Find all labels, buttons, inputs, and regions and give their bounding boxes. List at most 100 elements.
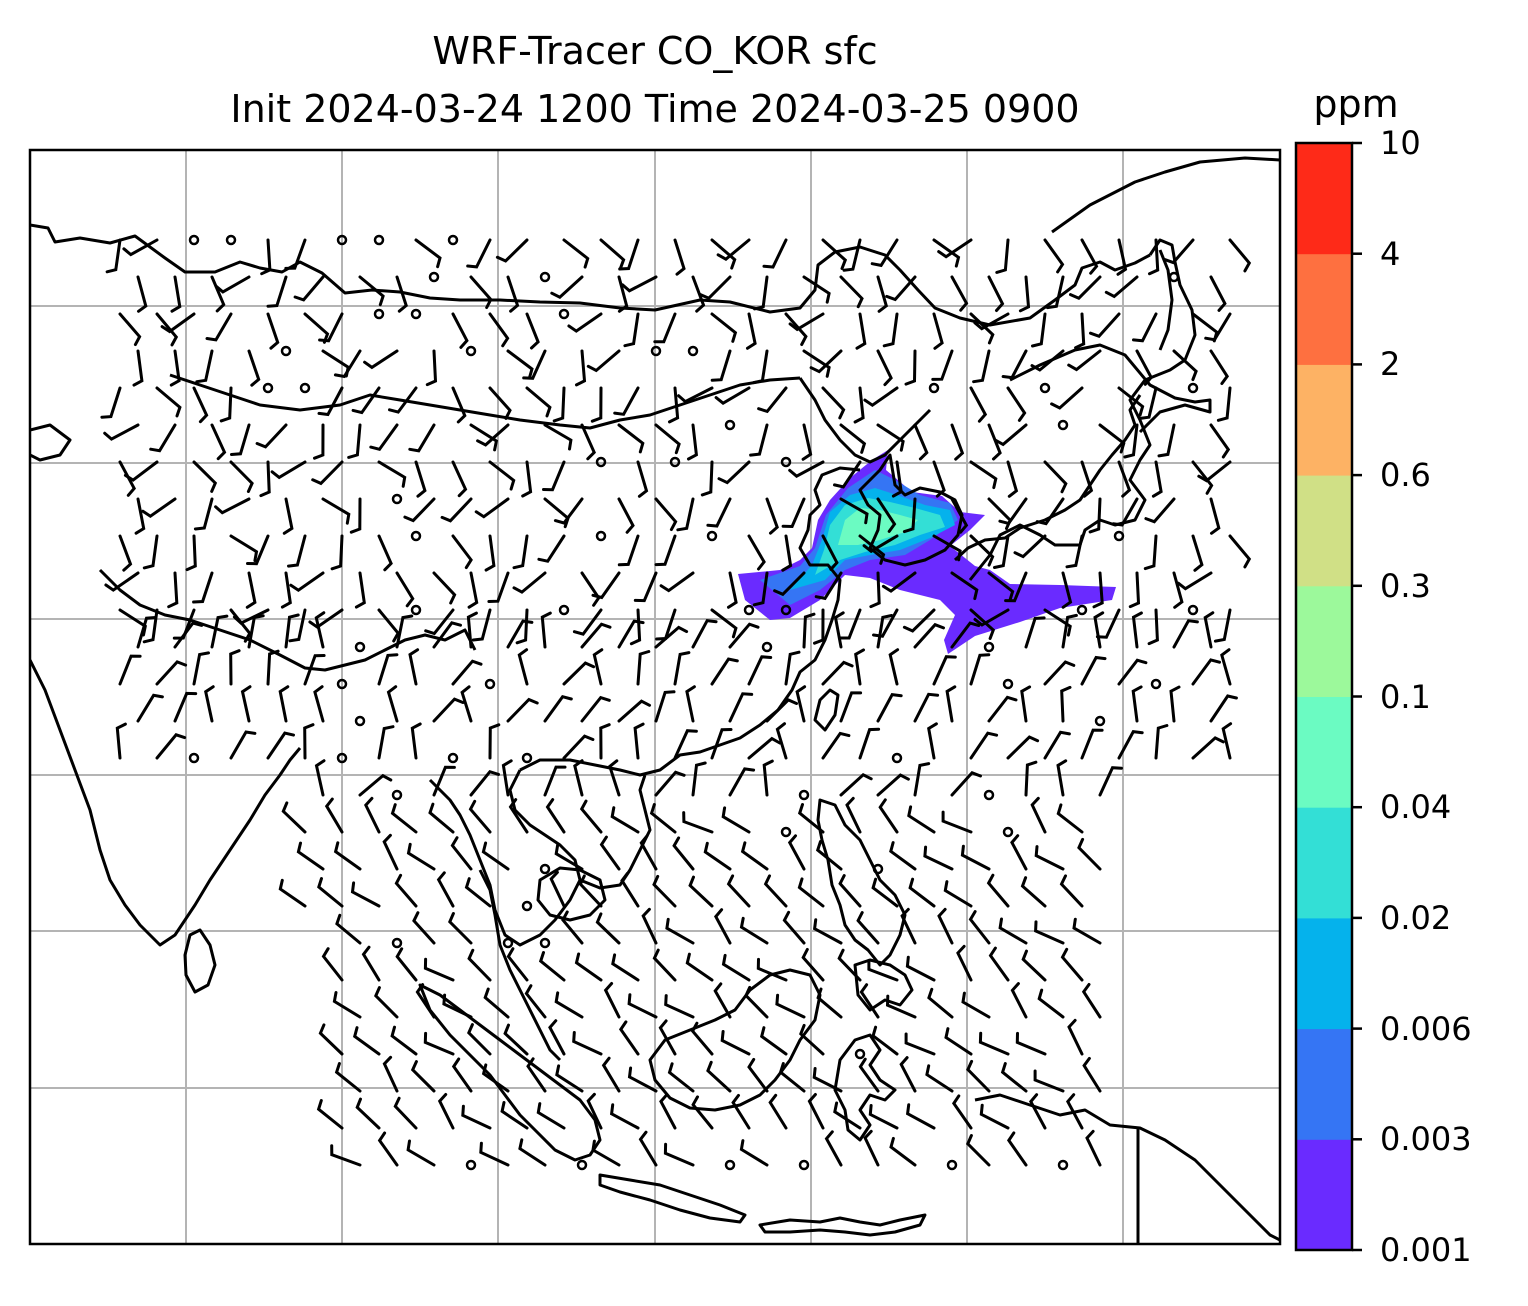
wind-barb <box>595 912 621 945</box>
wind-barb <box>747 655 773 686</box>
wind-barb <box>229 649 241 686</box>
wind-barb <box>255 423 288 449</box>
calm-wind-marker <box>262 382 274 394</box>
wind-barb <box>752 571 769 607</box>
wind-barb <box>1065 534 1084 569</box>
wind-barb <box>1050 386 1084 410</box>
wind-barb <box>1092 571 1104 609</box>
wind-barb <box>123 460 159 482</box>
wind-barb <box>293 275 325 302</box>
wind-barb <box>969 731 999 760</box>
wind-barb <box>876 423 905 452</box>
wind-barb <box>1169 685 1181 723</box>
wind-barb <box>801 423 813 461</box>
wind-barb <box>554 843 584 871</box>
wind-barb <box>878 798 899 834</box>
wind-barb <box>731 1093 751 1130</box>
wind-barb <box>524 984 547 1019</box>
calm-wind-marker <box>521 900 533 912</box>
wind-barb <box>610 806 640 834</box>
wind-barb <box>904 1032 936 1056</box>
calm-wind-marker <box>706 530 718 542</box>
wind-barb <box>590 386 603 423</box>
wind-barb <box>333 349 362 379</box>
wind-barb <box>659 1093 677 1130</box>
wind-barb <box>390 803 418 834</box>
wind-barb <box>466 238 492 269</box>
wind-barb <box>636 460 649 498</box>
coastline-java <box>598 1173 747 1224</box>
wind-barb <box>1154 724 1169 760</box>
wind-barb <box>512 571 547 594</box>
wind-barb <box>287 534 307 568</box>
wind-barb <box>350 881 381 908</box>
wind-barb <box>451 312 469 349</box>
wind-barb <box>876 275 889 313</box>
border-china-russia <box>798 377 932 464</box>
calm-wind-marker <box>502 937 514 949</box>
wind-barb <box>536 1102 566 1130</box>
wind-barb <box>599 835 621 871</box>
wind-barb <box>451 460 468 498</box>
wind-barb <box>118 654 142 686</box>
wind-barb <box>899 1056 917 1093</box>
wind-barb <box>467 571 479 609</box>
calm-wind-marker <box>650 345 662 357</box>
colorbar-tick-label: 2 <box>1380 345 1401 384</box>
wind-barb <box>591 571 621 600</box>
calm-wind-marker <box>1150 678 1162 690</box>
wind-barb <box>639 834 658 871</box>
wind-barb <box>543 423 573 451</box>
coastline-new-guinea <box>974 1093 1280 1242</box>
wind-barb <box>950 497 969 534</box>
wind-barb <box>775 722 788 760</box>
wind-barb <box>1093 611 1105 649</box>
wind-barb <box>118 534 133 572</box>
wind-barb <box>321 947 344 982</box>
wind-barb <box>746 312 757 350</box>
border-himalaya <box>98 568 477 672</box>
wind-barb <box>481 1063 510 1093</box>
wind-barb <box>195 349 214 384</box>
wind-barb <box>691 1095 714 1130</box>
calm-wind-marker <box>354 641 366 653</box>
wind-barb <box>562 734 595 760</box>
coastline-kamchatka-inlet <box>968 238 1197 581</box>
wind-barb <box>1176 571 1213 591</box>
wind-barb <box>1117 386 1145 417</box>
wind-barb <box>653 312 677 344</box>
wind-barb <box>813 608 825 645</box>
wind-barb <box>900 907 917 945</box>
wind-barb <box>1131 685 1143 723</box>
wind-barb <box>807 1093 825 1130</box>
wind-barb <box>950 423 965 461</box>
wind-barb <box>728 692 754 723</box>
wind-barb <box>410 722 422 760</box>
wind-barb <box>802 349 831 378</box>
wind-barb <box>1034 845 1065 871</box>
wind-barb <box>821 238 848 270</box>
wind-barb <box>876 773 910 797</box>
wind-barb <box>613 386 640 416</box>
wind-barb <box>377 653 399 686</box>
wind-barb <box>1015 1031 1047 1056</box>
coastline-tonle-sap <box>536 866 607 922</box>
wind-barb <box>512 534 529 570</box>
wind-barb <box>950 571 979 601</box>
wind-barb <box>1030 349 1065 372</box>
coastline-malay-peninsula <box>478 869 562 1062</box>
calm-wind-marker <box>336 678 348 690</box>
wind-barb <box>845 796 862 834</box>
wind-barb <box>515 608 529 645</box>
wind-barb <box>799 1023 825 1056</box>
calm-wind-marker <box>1002 678 1014 690</box>
colorbar-tick-label: 4 <box>1380 234 1401 273</box>
wind-barb <box>115 722 127 760</box>
wind-barb <box>425 349 438 387</box>
wind-barb <box>476 423 510 447</box>
wind-barb <box>219 386 233 423</box>
wind-barb <box>210 423 227 461</box>
wind-barb <box>749 423 769 457</box>
wind-barb <box>550 275 584 300</box>
calm-wind-marker <box>928 382 940 394</box>
